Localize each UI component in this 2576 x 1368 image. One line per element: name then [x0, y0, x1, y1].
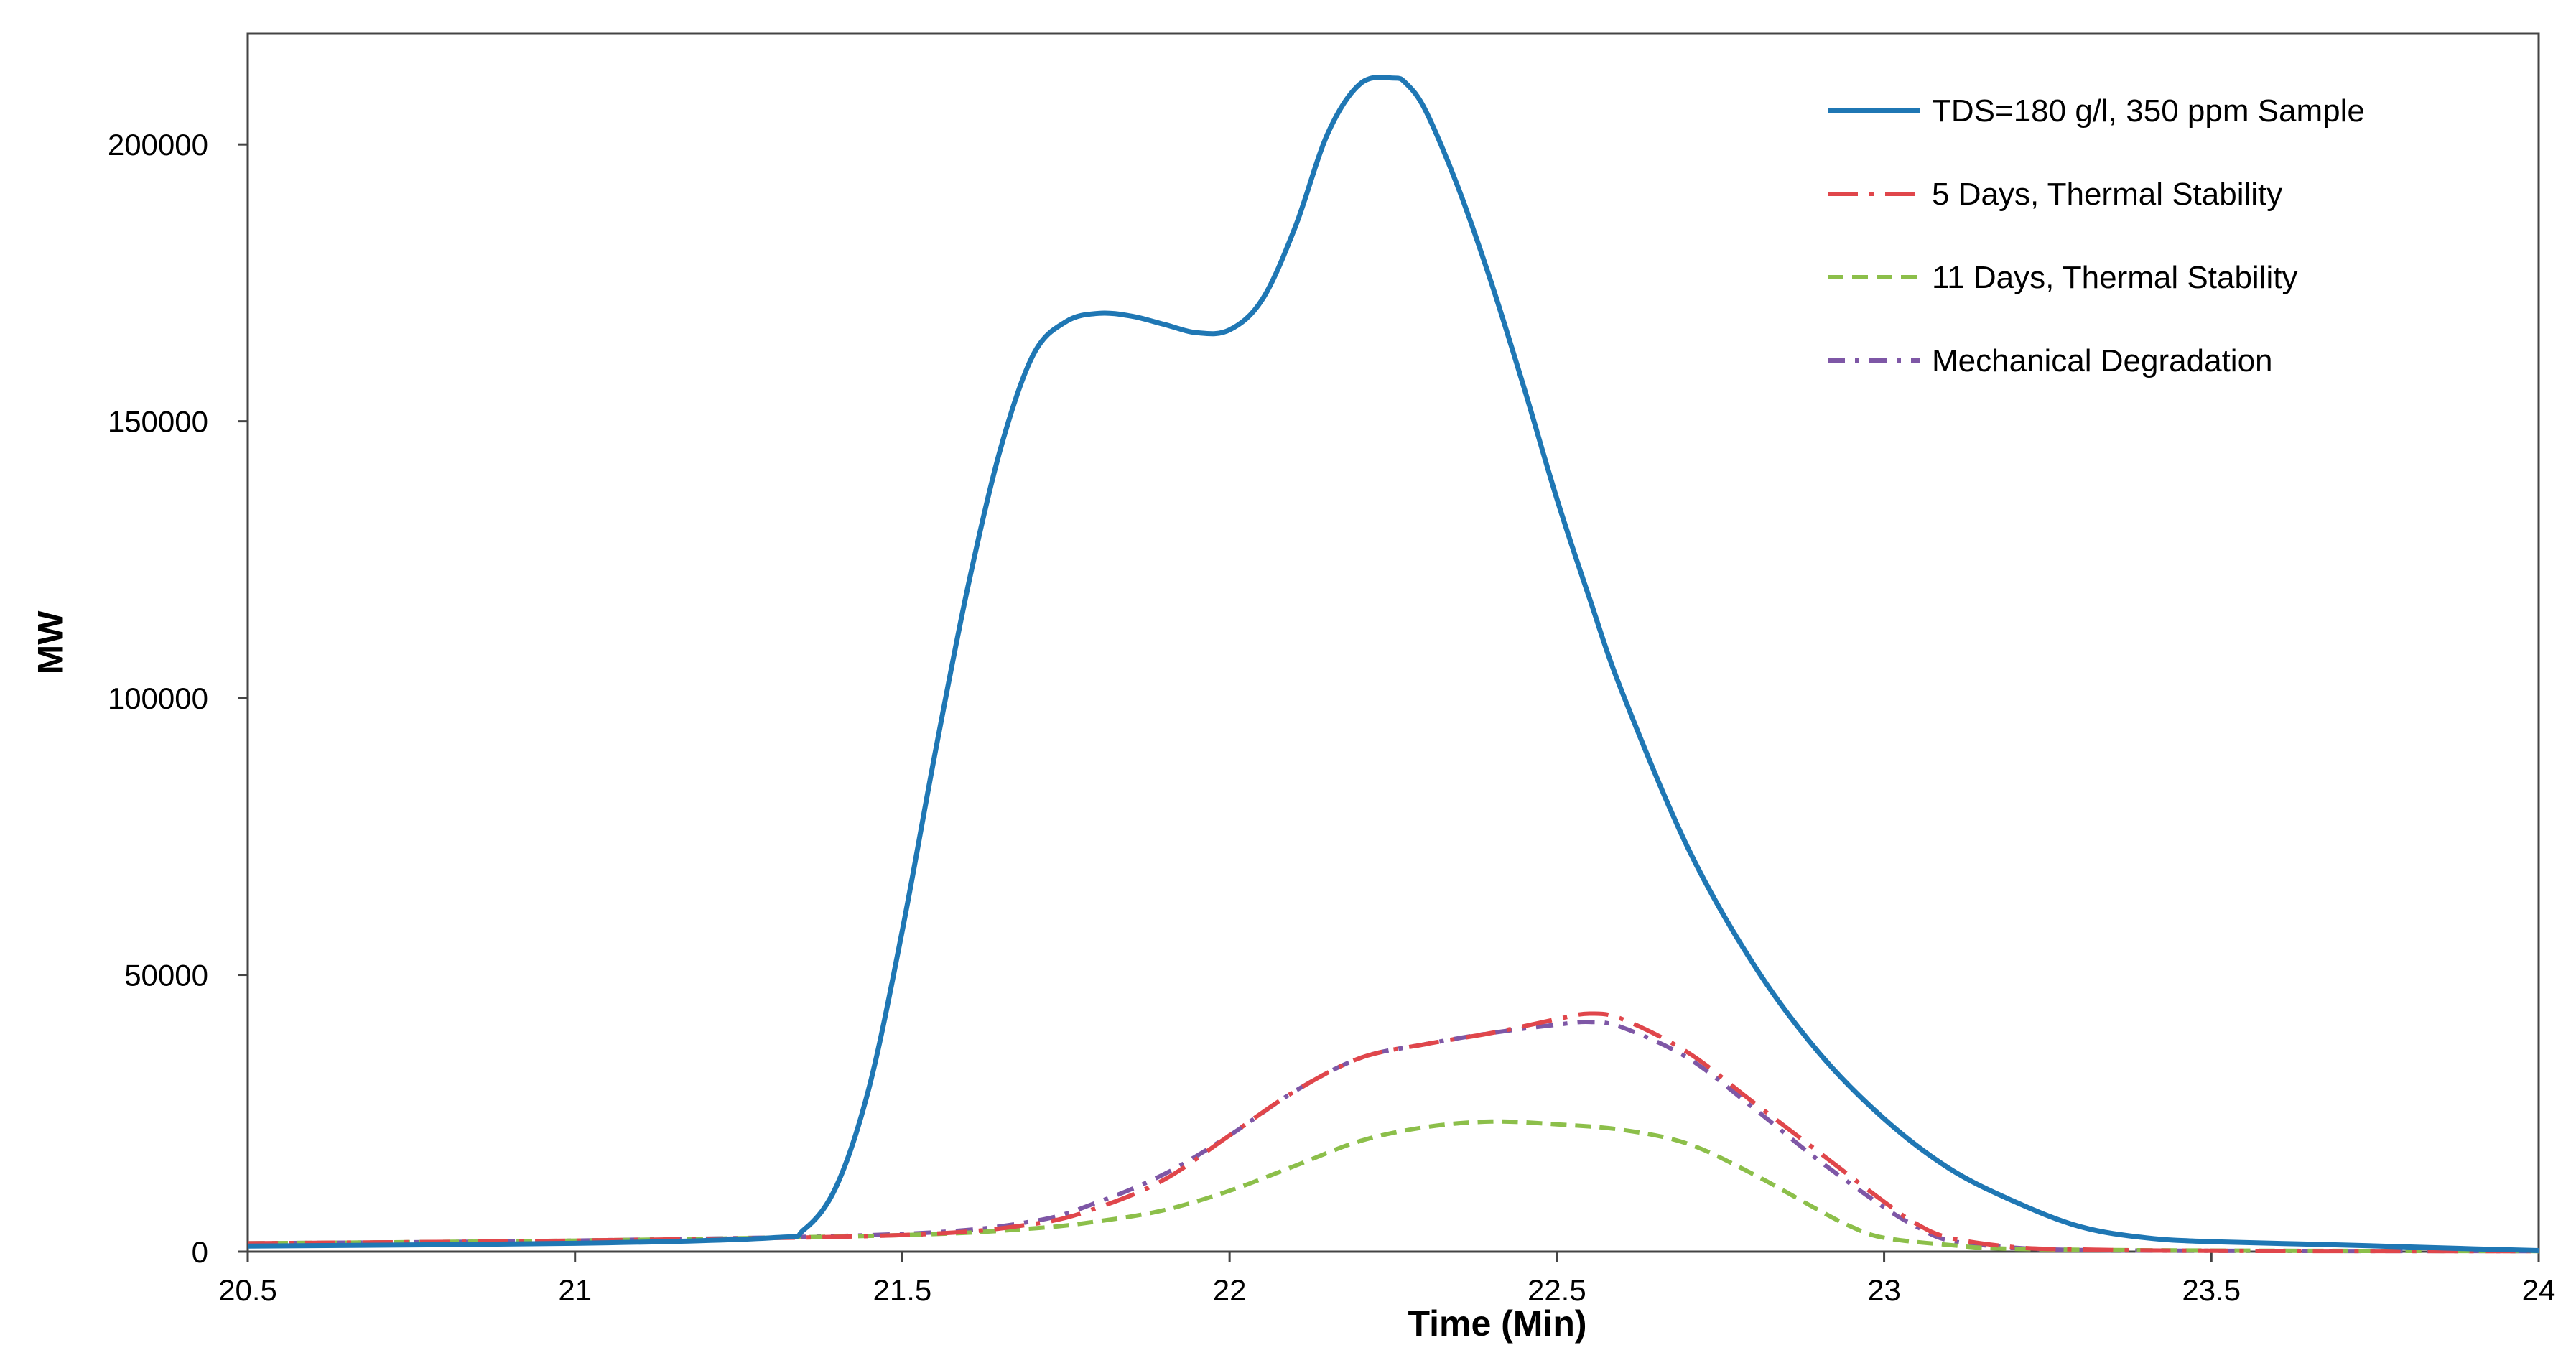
plot-area-border	[246, 32, 2540, 1253]
legend-label-1: TDS=180 g/l, 350 ppm Sample	[1932, 93, 2365, 129]
y-tick-label: 100000	[108, 681, 208, 715]
x-tick-label: 22	[1213, 1273, 1247, 1307]
legend-label-2: 5 Days, Thermal Stability	[1932, 177, 2282, 212]
plot-frame	[246, 32, 2540, 1253]
y-tick-label: 150000	[108, 405, 208, 439]
legend: TDS=180 g/l, 350 ppm Sample 5 Days, Therm…	[1828, 93, 2365, 378]
series-layer	[247, 75, 2539, 1254]
series-line-2	[247, 1011, 2539, 1254]
series-line-3	[247, 1119, 2539, 1254]
x-tick-label: 22.5	[1528, 1273, 1586, 1307]
x-tick-label: 23.5	[2182, 1273, 2241, 1307]
legend-label-3: 11 Days, Thermal Stability	[1932, 260, 2297, 295]
x-tick-label: 23	[1867, 1273, 1901, 1307]
x-tick-label: 20.5	[218, 1273, 277, 1307]
x-tick-label: 21.5	[873, 1273, 932, 1307]
y-axis-title: MW	[31, 610, 71, 675]
x-axis-title: Time (Min)	[1408, 1303, 1586, 1344]
y-tick-label: 50000	[124, 959, 208, 992]
series-line-1	[247, 75, 2539, 1253]
x-axis-ticks: 20.5 21 21.5 22 22.5 23 23.5 24	[218, 1252, 2555, 1307]
y-tick-label: 200000	[108, 128, 208, 162]
y-axis-ticks: 0 50000 100000 150000 200000	[108, 128, 248, 1269]
x-tick-label: 21	[558, 1273, 592, 1307]
y-tick-label: 0	[192, 1235, 208, 1269]
series-line-4	[247, 1019, 2539, 1254]
legend-label-4: Mechanical Degradation	[1932, 343, 2273, 378]
x-tick-label: 24	[2522, 1273, 2556, 1307]
